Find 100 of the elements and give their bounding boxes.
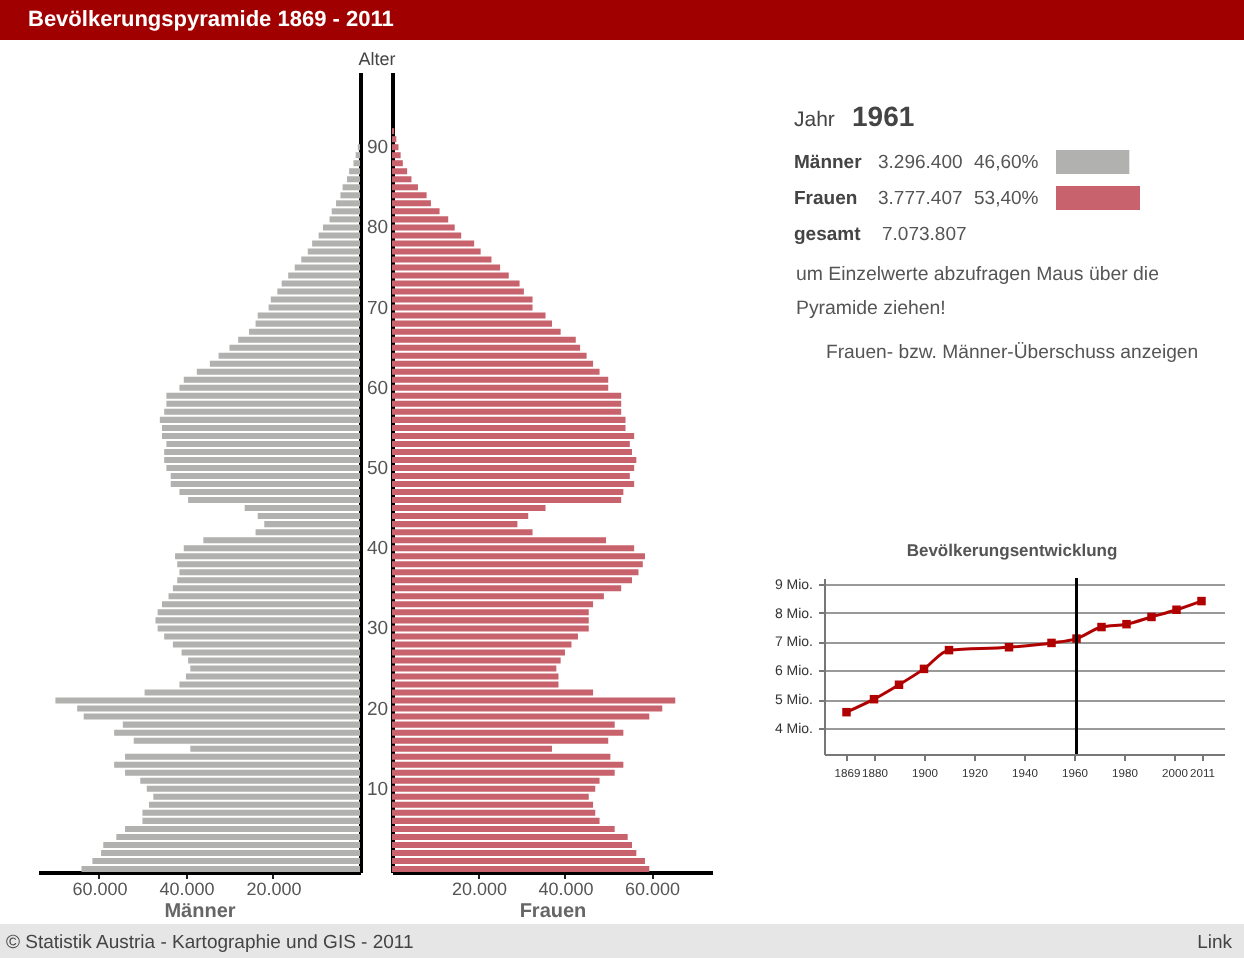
bar [170,481,360,488]
point [1172,605,1181,614]
bar [218,352,360,359]
bar [190,665,360,672]
bar [55,697,360,704]
bar [392,577,632,584]
bar [392,809,596,816]
bar [392,344,581,351]
bar [392,785,596,792]
bar [157,625,360,632]
point [842,707,851,717]
bar [164,408,360,415]
bar [331,208,360,215]
point [1047,638,1056,648]
bar [148,801,360,808]
bar [392,400,622,407]
bar [392,625,589,632]
bar [83,713,360,720]
text: 3.777.407 [878,188,963,210]
bar [81,865,360,872]
y-tick-label: 40 [367,538,389,561]
bar [392,553,645,560]
bar [392,144,399,151]
bar [392,833,628,840]
bar [392,240,475,247]
bar [114,729,360,736]
bar [392,473,630,480]
bar [392,256,492,263]
bar [177,561,360,568]
bar [392,857,645,864]
bar [183,545,360,552]
x-tick-label: 20.000 [246,879,302,899]
bar [392,793,589,800]
bar [146,785,360,792]
text: Jahr [794,108,836,132]
bar [392,392,622,399]
data-label: 53,40% [974,188,1040,210]
bar [353,160,360,167]
bar [392,336,576,343]
bar [181,649,360,656]
bar [312,240,360,247]
y-tick-label: 50 [367,457,389,480]
point [1122,619,1131,629]
bar [392,761,624,768]
bar [114,761,360,768]
bar [153,793,360,800]
bar [294,264,360,271]
bar [392,865,650,872]
y-tick-label: 20 [367,698,389,721]
x-tick-label: 40.000 [159,879,215,899]
bar [392,368,600,375]
bar [301,256,360,263]
text: um Einzelwerte abzufragen Maus über die Pyramide ziehen! [796,264,1159,320]
bar [307,248,360,255]
bar [329,216,360,223]
bar [155,617,360,624]
bar [392,448,632,455]
y-tick-label: 70 [367,297,389,320]
y-tick-label: 90 [367,137,389,160]
x-tick-label: 40.000 [538,879,594,899]
bar [392,424,626,431]
bar [392,841,632,848]
text: Frauen- bzw. Männer-Überschuss anzeigen [826,340,1199,364]
bar [392,376,609,383]
bar [162,424,360,431]
bar [392,440,630,447]
bar [162,601,360,608]
bar [277,288,360,295]
bar [392,697,676,704]
bar [392,216,449,223]
bar [392,224,455,231]
bar [172,585,360,592]
text: 3.296.400 [878,152,963,174]
bar [392,264,501,271]
bar [264,521,360,528]
bar [349,168,360,175]
text: 7.073.807 [882,224,967,246]
bar [392,152,401,159]
x-tick-label: 60.000 [72,879,128,899]
x-axis-title: Frauen [519,901,587,923]
bar [392,769,615,776]
bar [166,400,360,407]
bar [142,809,360,816]
bar [392,432,635,439]
bar [166,464,360,471]
bar [323,224,360,231]
bar [392,160,403,167]
bar [168,593,360,600]
bar [392,617,589,624]
y-axis-title: Alter [358,49,396,69]
bar [179,569,360,576]
bar [392,280,520,287]
bar [159,416,360,423]
bar [185,673,360,680]
bar [392,360,594,367]
bar [164,448,360,455]
bar [183,376,360,383]
y-tick-label: 80 [367,217,389,240]
bar [392,176,412,183]
bar [392,729,624,736]
